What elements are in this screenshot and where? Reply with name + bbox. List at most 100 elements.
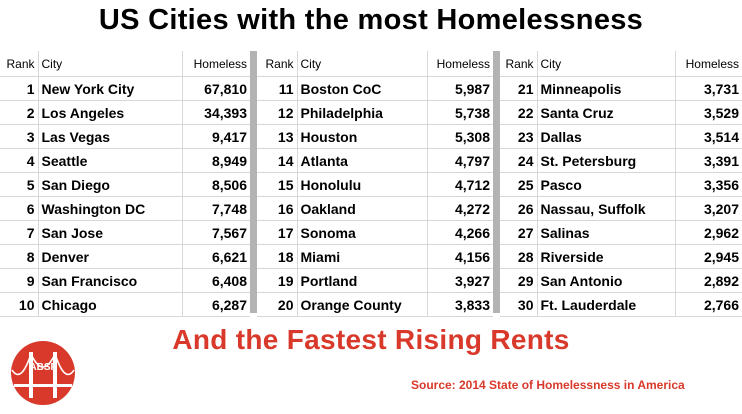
city-cell: Portland <box>296 268 427 293</box>
rank-cell: 24 <box>500 148 537 173</box>
homeless-header: Homeless <box>674 51 742 77</box>
table-row: 8 Denver 6,621 <box>0 244 250 269</box>
homeless-count-cell: 4,156 <box>426 244 493 269</box>
city-cell: Chicago <box>37 292 182 317</box>
rank-cell: 8 <box>0 244 38 269</box>
rank-cell: 23 <box>500 124 537 149</box>
homeless-count-cell: 2,945 <box>674 244 742 269</box>
city-cell: Dallas <box>536 124 675 149</box>
rank-table-21-30: Rank City Homeless 21 Minneapolis 3,731 22 Sant… <box>500 51 742 317</box>
homeless-count-cell: 4,712 <box>426 172 493 197</box>
table-row: 12 Philadelphia 5,738 <box>257 100 493 125</box>
homeless-count-cell: 5,308 <box>426 124 493 149</box>
city-cell: Seattle <box>37 148 182 173</box>
city-cell: Oakland <box>296 196 427 221</box>
city-cell: Las Vegas <box>37 124 182 149</box>
homeless-count-cell: 3,514 <box>674 124 742 149</box>
homeless-count-cell: 3,529 <box>674 100 742 125</box>
rank-cell: 17 <box>257 220 297 245</box>
table-row: 25 Pasco 3,356 <box>500 172 742 197</box>
city-cell: Pasco <box>536 172 675 197</box>
homeless-count-cell: 3,391 <box>674 148 742 173</box>
rank-table-11-20: Rank City Homeless 11 Boston CoC 5,987 12 Phila… <box>257 51 493 317</box>
rank-cell: 3 <box>0 124 38 149</box>
table-row: 6 Washington DC 7,748 <box>0 196 250 221</box>
homeless-count-cell: 5,987 <box>426 76 493 101</box>
homeless-count-cell: 7,748 <box>181 196 250 221</box>
city-cell: San Diego <box>37 172 182 197</box>
subtitle: And the Fastest Rising Rents <box>172 324 570 355</box>
homeless-header: Homeless <box>181 51 250 77</box>
rank-cell: 13 <box>257 124 297 149</box>
homeless-count-cell: 3,927 <box>426 268 493 293</box>
table-row: 16 Oakland 4,272 <box>257 196 493 221</box>
homelessness-tables: Rank City Homeless 1 New York City 67,810 2 Los… <box>0 51 742 319</box>
rank-cell: 15 <box>257 172 297 197</box>
table-row: 30 Ft. Lauderdale 2,766 <box>500 292 742 317</box>
table-row: 9 San Francisco 6,408 <box>0 268 250 293</box>
table-row: 21 Minneapolis 3,731 <box>500 76 742 101</box>
table-row: 27 Salinas 2,962 <box>500 220 742 245</box>
homeless-count-cell: 4,266 <box>426 220 493 245</box>
logo-text: ABSF <box>29 362 56 373</box>
rank-cell: 2 <box>0 100 38 125</box>
city-cell: Santa Cruz <box>536 100 675 125</box>
rank-cell: 18 <box>257 244 297 269</box>
page-title: US Cities with the most Homelessness <box>98 4 644 36</box>
rank-cell: 29 <box>500 268 537 293</box>
city-cell: Minneapolis <box>536 76 675 101</box>
rank-cell: 19 <box>257 268 297 293</box>
homeless-count-cell: 6,287 <box>181 292 250 317</box>
table-row: 15 Honolulu 4,712 <box>257 172 493 197</box>
homeless-count-cell: 5,738 <box>426 100 493 125</box>
table-row: 7 San Jose 7,567 <box>0 220 250 245</box>
city-cell: Los Angeles <box>37 100 182 125</box>
city-cell: Denver <box>37 244 182 269</box>
city-header: City <box>536 51 675 77</box>
source-caption: Source: 2014 State of Homelessness in Am… <box>411 378 685 392</box>
city-cell: Philadelphia <box>296 100 427 125</box>
rank-cell: 25 <box>500 172 537 197</box>
table-header-row: Rank City Homeless <box>257 51 493 77</box>
table-row: 26 Nassau, Suffolk 3,207 <box>500 196 742 221</box>
homeless-count-cell: 3,731 <box>674 76 742 101</box>
city-header: City <box>296 51 427 77</box>
city-cell: Washington DC <box>37 196 182 221</box>
rank-cell: 11 <box>257 76 297 101</box>
homeless-count-cell: 2,962 <box>674 220 742 245</box>
rank-cell: 12 <box>257 100 297 125</box>
homeless-count-cell: 34,393 <box>181 100 250 125</box>
homeless-count-cell: 2,892 <box>674 268 742 293</box>
city-cell: Miami <box>296 244 427 269</box>
table-row: 28 Riverside 2,945 <box>500 244 742 269</box>
table-row: 22 Santa Cruz 3,529 <box>500 100 742 125</box>
rank-header: Rank <box>0 51 38 77</box>
rank-cell: 14 <box>257 148 297 173</box>
table-row: 29 San Antonio 2,892 <box>500 268 742 293</box>
city-cell: Houston <box>296 124 427 149</box>
absf-logo: ABSF <box>10 340 76 406</box>
rank-cell: 28 <box>500 244 537 269</box>
table-row: 4 Seattle 8,949 <box>0 148 250 173</box>
table-row: 3 Las Vegas 9,417 <box>0 124 250 149</box>
city-cell: San Antonio <box>536 268 675 293</box>
city-cell: Riverside <box>536 244 675 269</box>
rank-cell: 5 <box>0 172 38 197</box>
city-cell: Boston CoC <box>296 76 427 101</box>
city-cell: Salinas <box>536 220 675 245</box>
homeless-count-cell: 9,417 <box>181 124 250 149</box>
city-cell: San Francisco <box>37 268 182 293</box>
rank-cell: 26 <box>500 196 537 221</box>
homeless-header: Homeless <box>426 51 493 77</box>
rank-cell: 16 <box>257 196 297 221</box>
rank-cell: 30 <box>500 292 537 317</box>
city-cell: Atlanta <box>296 148 427 173</box>
table-row: 20 Orange County 3,833 <box>257 292 493 317</box>
rank-header: Rank <box>257 51 297 77</box>
golden-gate-bridge-icon <box>11 352 75 398</box>
city-cell: Nassau, Suffolk <box>536 196 675 221</box>
rank-cell: 6 <box>0 196 38 221</box>
city-cell: Sonoma <box>296 220 427 245</box>
table-row: 17 Sonoma 4,266 <box>257 220 493 245</box>
rank-table-1-10: Rank City Homeless 1 New York City 67,810 2 Los… <box>0 51 250 317</box>
